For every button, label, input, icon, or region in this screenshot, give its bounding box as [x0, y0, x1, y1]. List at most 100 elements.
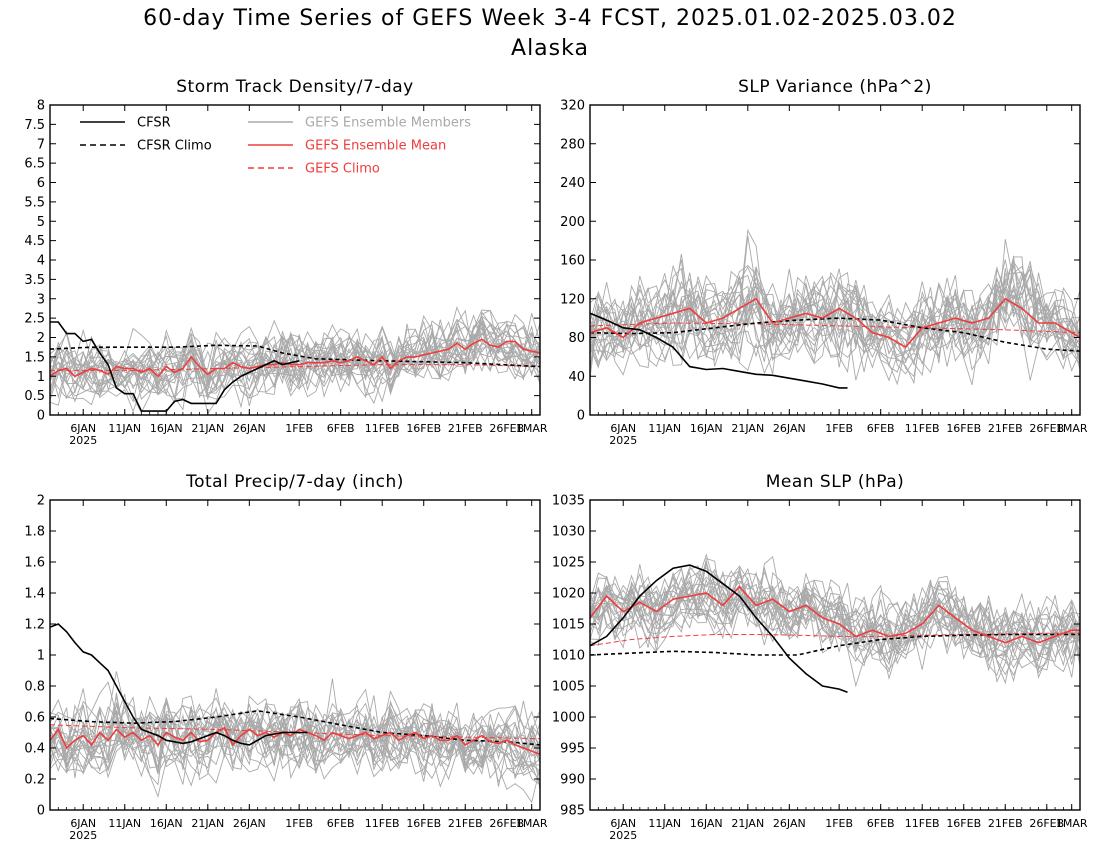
storm-track-density-panel: Storm Track Density/7-day 0 0.5 1 1.5 2 2.5 3 3.…	[24, 77, 548, 447]
ensemble-member-line	[50, 697, 540, 773]
ensemble-member-line	[590, 264, 1080, 354]
x-tick-label: 11FEB	[365, 422, 400, 435]
ensemble-member-line	[590, 239, 1080, 376]
x-tick-label: 16JAN	[690, 817, 723, 830]
y-tick-label: 1025	[552, 556, 585, 571]
ensemble-member-line	[50, 688, 540, 787]
x-tick-label: 16JAN	[150, 817, 183, 830]
ensemble-member-line	[590, 555, 1080, 662]
y-tick-label: 7.5	[24, 118, 45, 133]
ensemble-member-line	[590, 268, 1080, 386]
ensemble-member-line	[590, 260, 1080, 385]
x-tick-label: 16FEB	[406, 817, 441, 830]
ensemble-member-line	[50, 315, 540, 413]
ensemble-member-line	[590, 265, 1080, 366]
plot-frame	[49, 499, 541, 811]
y-tick-label: 200	[560, 215, 585, 230]
y-tick-label: 0.8	[24, 680, 45, 695]
y-tick-label: 1.2	[24, 618, 45, 633]
legend-label-gefs-climo: GEFS Climo	[305, 162, 380, 177]
x-tick-label: 21FEB	[448, 817, 483, 830]
year-label: 2025	[69, 434, 97, 447]
y-tick-label: 0	[577, 409, 585, 424]
ensemble-member-line	[50, 690, 540, 776]
ensemble-member-line	[50, 315, 540, 396]
year-label: 2025	[609, 829, 637, 842]
y-tick-label: 1000	[552, 711, 585, 726]
x-tick-label: 26JAN	[773, 817, 806, 830]
x-tick-label: 6FEB	[867, 422, 895, 435]
y-tick-label: 6.5	[24, 157, 45, 172]
ensemble-member-line	[590, 565, 1080, 678]
y-tick-label: 0.4	[24, 742, 45, 757]
x-tick-label: 1FEB	[825, 422, 853, 435]
y-tick-label: 6	[37, 176, 45, 191]
y-tick-label: 1	[37, 370, 45, 385]
cfsr-line	[50, 623, 308, 746]
legend-label-cfsr: CFSR	[137, 116, 171, 131]
x-tick-label: 16FEB	[406, 422, 441, 435]
ensemble-member-line	[590, 567, 1080, 671]
panel-title: SLP Variance (hPa^2)	[738, 77, 932, 97]
ensemble-member-line	[50, 318, 540, 403]
plot-area	[50, 623, 540, 804]
x-tick-label: 11FEB	[365, 817, 400, 830]
panel-title: Mean SLP (hPa)	[766, 472, 905, 492]
x-tick-label: 21JAN	[731, 422, 764, 435]
x-tick-label: 11JAN	[648, 817, 681, 830]
y-tick-label: 280	[560, 137, 585, 152]
y-tick-label: 5.5	[24, 195, 45, 210]
y-tick-label: 1020	[552, 587, 585, 602]
legend-label-cfsr-climo: CFSR Climo	[137, 139, 212, 154]
y-tick-label: 8	[37, 99, 45, 114]
y-tick-label: 1030	[552, 525, 585, 540]
plot-frame	[589, 104, 1081, 416]
x-tick-label: 26JAN	[773, 422, 806, 435]
y-tick-label: 0	[37, 409, 45, 424]
year-label: 2025	[609, 434, 637, 447]
legend-label-members: GEFS Ensemble Members	[305, 116, 471, 131]
x-tick-label: 6FEB	[327, 422, 355, 435]
x-tick-label: 1MAR	[516, 817, 548, 830]
y-tick-label: 995	[560, 742, 585, 757]
y-tick-label: 1.6	[24, 556, 45, 571]
ens-mean-line	[590, 585, 1080, 644]
x-tick-label: 16FEB	[946, 817, 981, 830]
ens-mean-line	[50, 338, 540, 378]
y-tick-label: 80	[568, 331, 585, 346]
x-tick-label: 21JAN	[191, 422, 224, 435]
cfsr-line	[590, 564, 848, 693]
ensemble-member-line	[50, 696, 540, 775]
x-tick-label: 6JAN	[610, 817, 636, 830]
plot-area	[590, 228, 1080, 389]
x-tick-label: 11JAN	[108, 422, 141, 435]
y-tick-label: 120	[560, 292, 585, 307]
y-tick-label: 40	[568, 370, 585, 385]
x-tick-label: 26FEB	[1029, 817, 1064, 830]
x-tick-label: 1MAR	[1056, 422, 1088, 435]
ensemble-member-line	[590, 283, 1080, 371]
ensemble-member-line	[50, 692, 540, 786]
x-tick-label: 6JAN	[70, 422, 96, 435]
y-tick-label: 0	[37, 804, 45, 819]
year-label: 2025	[69, 829, 97, 842]
x-tick-label: 1FEB	[825, 817, 853, 830]
ensemble-member-line	[50, 326, 540, 406]
gefs-climo-line	[590, 322, 1080, 334]
plot-area	[590, 553, 1080, 693]
ensemble-members	[590, 553, 1080, 688]
ensemble-member-line	[590, 253, 1080, 367]
legend-label-ens-mean: GEFS Ensemble Mean	[305, 139, 446, 154]
y-tick-label: 990	[560, 773, 585, 788]
ensemble-member-line	[50, 320, 540, 414]
chart-main-subtitle: Alaska	[511, 36, 589, 61]
x-tick-label: 1MAR	[1056, 817, 1088, 830]
ensemble-member-line	[590, 570, 1080, 677]
x-tick-label: 11FEB	[905, 817, 940, 830]
mean-slp-panel: Mean SLP (hPa) 985 990 995 1000 1005 1010 1015 1…	[552, 472, 1088, 842]
y-tick-label: 160	[560, 254, 585, 269]
y-tick-label: 1.4	[24, 587, 45, 602]
y-tick-label: 0.2	[24, 773, 45, 788]
x-tick-label: 6JAN	[70, 817, 96, 830]
y-tick-label: 1035	[552, 494, 585, 509]
